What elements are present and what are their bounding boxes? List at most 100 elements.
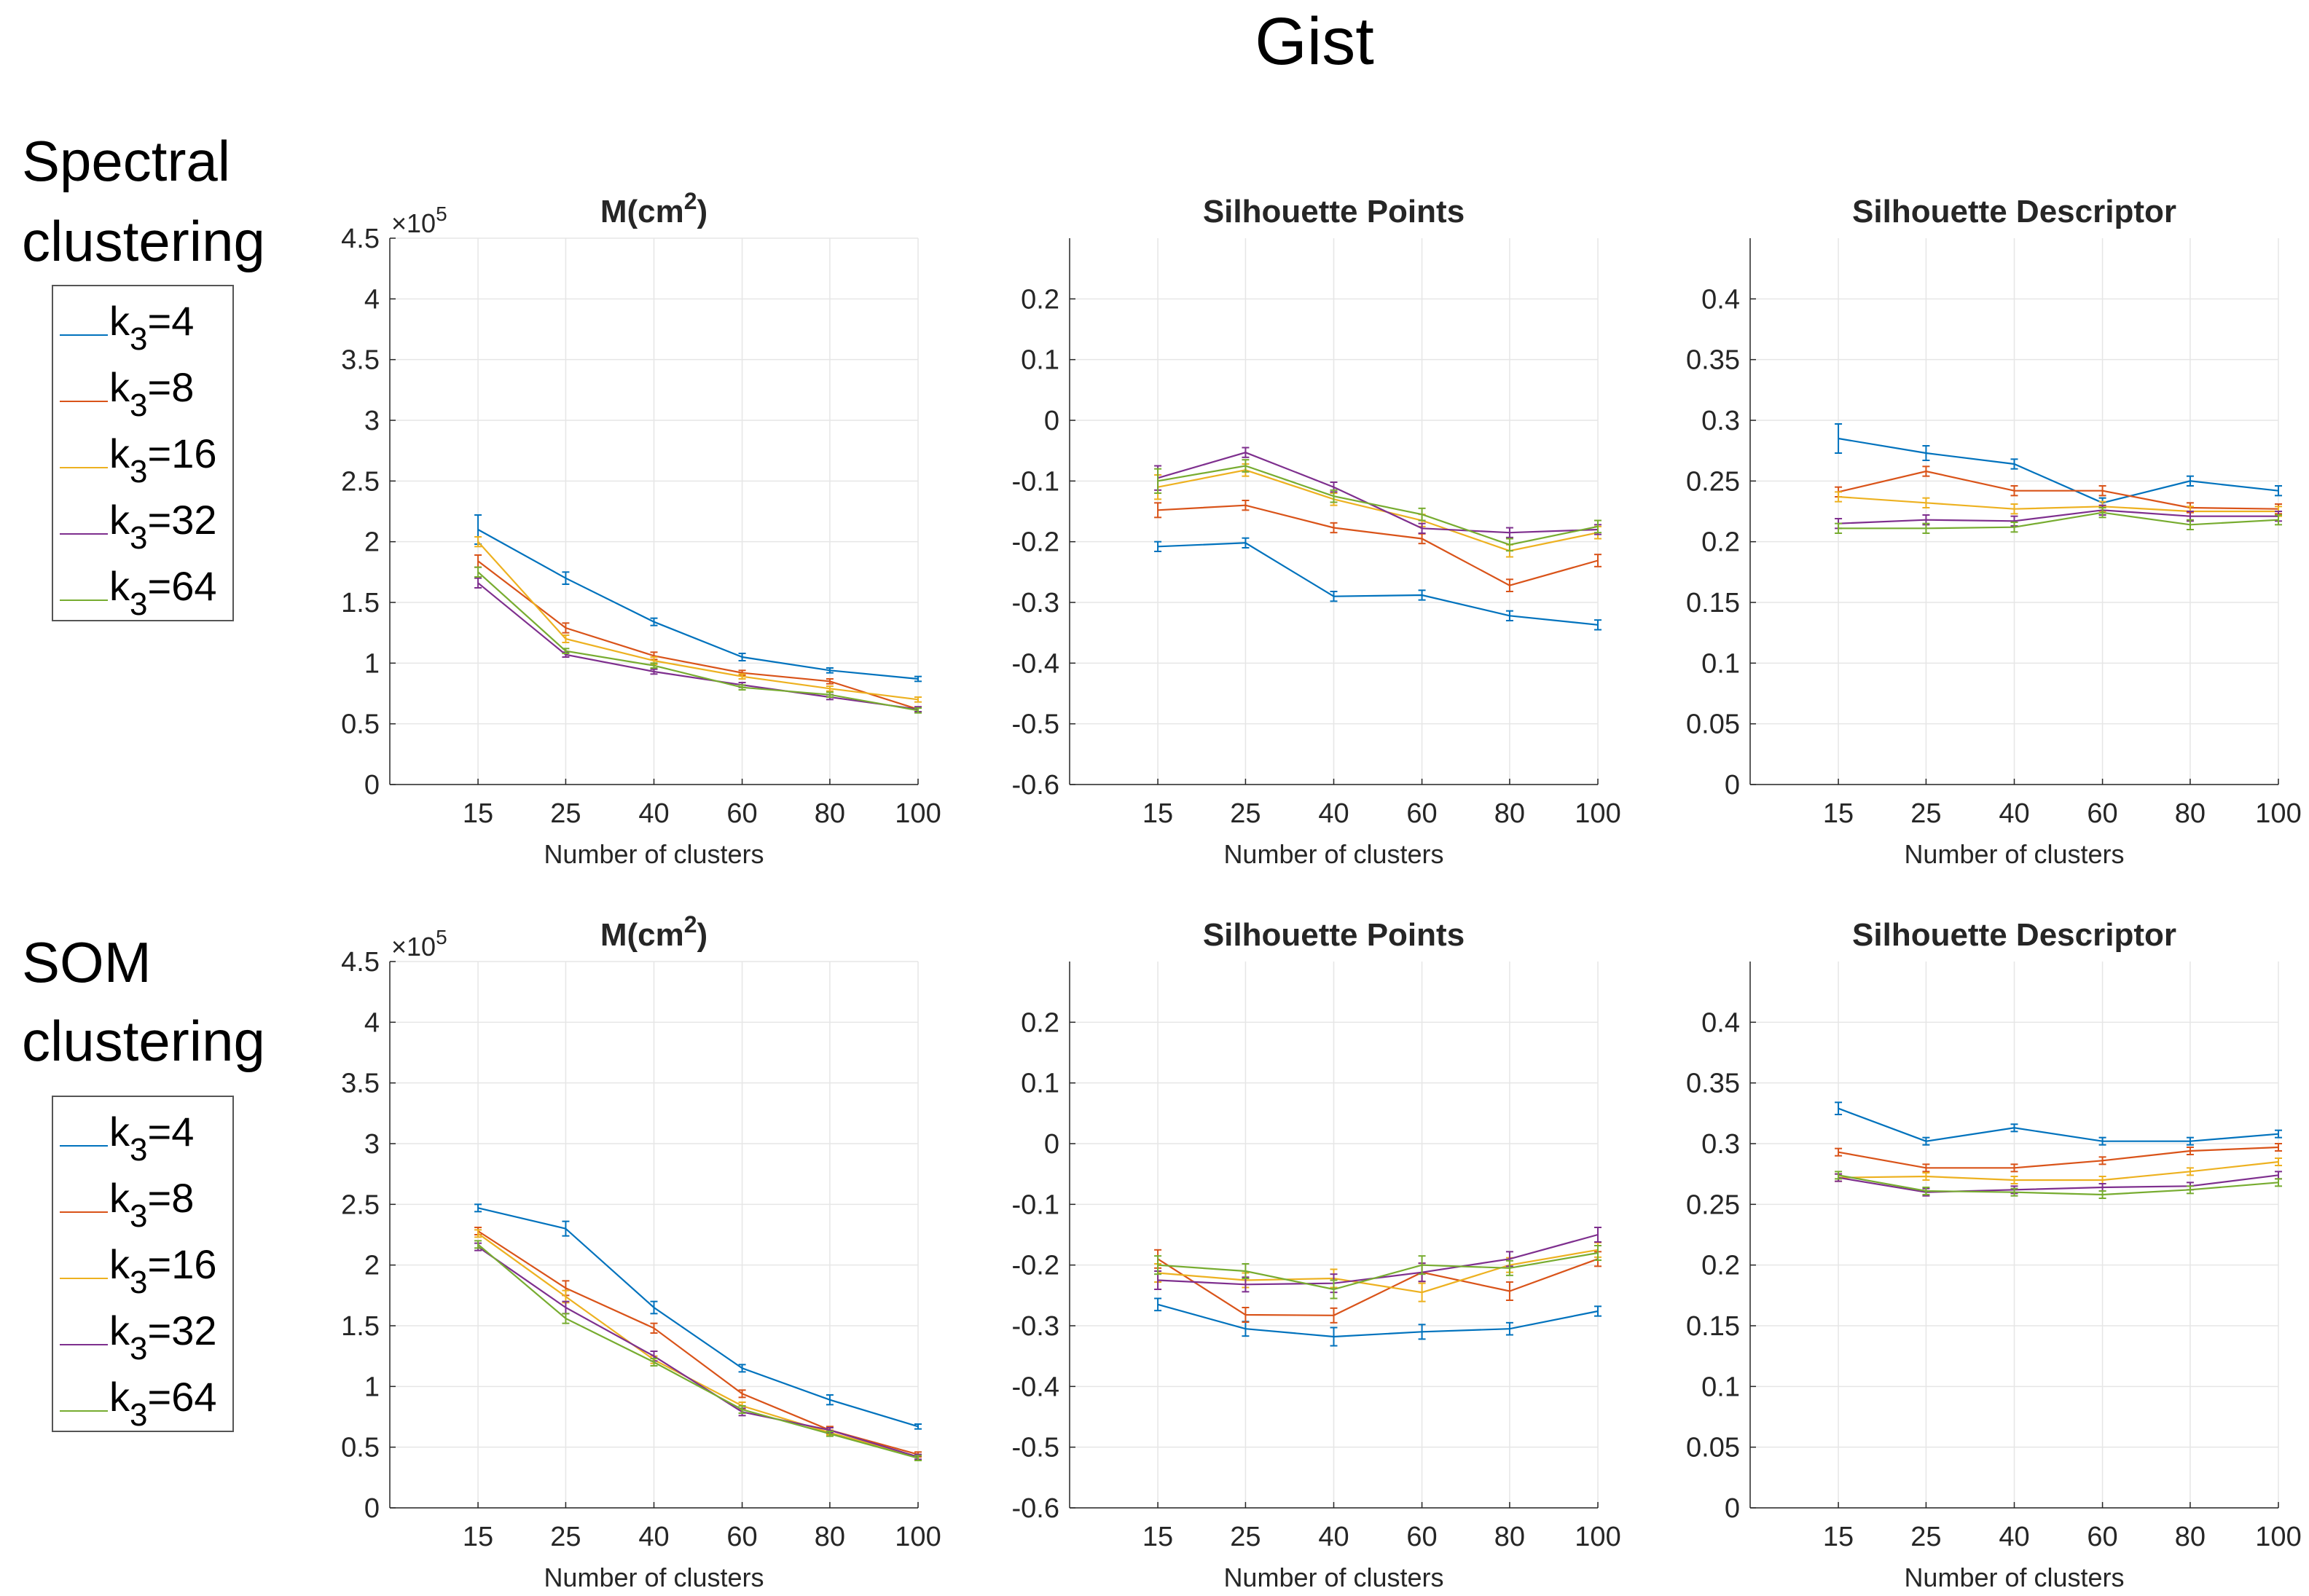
y-tick-label: 0.05 (1686, 709, 1740, 740)
y-tick-label: 0.05 (1686, 1433, 1740, 1463)
series-line (1158, 1249, 1599, 1294)
series-line (1158, 542, 1599, 626)
error-bar (1594, 1227, 1602, 1243)
series-line (1838, 1174, 2279, 1193)
series-line (477, 1207, 919, 1428)
error-bar (474, 536, 482, 548)
x-tick-label: 25 (1230, 1522, 1261, 1552)
error-bar (2186, 1147, 2194, 1155)
error-bar (1154, 1255, 1162, 1275)
error-bar (562, 1313, 570, 1324)
error-bar (2098, 507, 2106, 519)
legend-label: k3=4 (109, 298, 194, 357)
error-bar (826, 691, 834, 698)
error-bar (738, 684, 746, 691)
chart: 0 0.05 0.1 0.15 0.2 0.25 0.3 0.35 0.4 15 25 40 60 80 1… (1686, 917, 2302, 1592)
x-tick-label: 25 (1910, 1522, 1941, 1552)
error-bar (2186, 1185, 2194, 1195)
x-tick-label: 80 (1494, 1522, 1525, 1552)
chart: -0.6 -0.5 -0.4 -0.3 -0.2 -0.1 0 0.1 0.2 15 25 40 60 8… (1012, 917, 1621, 1592)
y-tick-label: 3.5 (341, 345, 380, 376)
error-bar (2098, 485, 2106, 497)
legend-label: k3=16 (109, 1241, 216, 1300)
error-bar (914, 707, 922, 714)
y-tick-label: 4 (364, 284, 380, 315)
row-label-line2: clustering (22, 209, 265, 273)
error-bar (738, 1364, 746, 1373)
error-bar (826, 1431, 834, 1437)
error-bar (2275, 1157, 2282, 1166)
y-tick-label: 2.5 (341, 1190, 380, 1220)
error-bar (914, 675, 922, 683)
error-bar (1242, 500, 1250, 511)
error-bar (1330, 591, 1338, 602)
series-k4 (1835, 1101, 2282, 1146)
series-k64 (1154, 1245, 1602, 1300)
error-bar (738, 1389, 746, 1399)
legend-label: k3=16 (109, 431, 216, 490)
x-tick-label: 80 (815, 1522, 845, 1552)
chart-title: Silhouette Descriptor (1852, 194, 2176, 229)
error-bar (1922, 1187, 1930, 1195)
series-k4 (474, 1203, 922, 1430)
y-tick-label: 4.5 (341, 947, 380, 978)
series-line (1838, 1146, 2279, 1169)
y-tick-label: 0.5 (341, 709, 380, 740)
error-bar (2186, 475, 2194, 487)
series-line (1838, 437, 2279, 504)
y-tick-label: -0.5 (1012, 709, 1059, 740)
y-tick-label: 0 (1725, 770, 1740, 801)
error-bar (650, 662, 658, 669)
series-line (1157, 1258, 1599, 1316)
x-axis-label: Number of clusters (1904, 839, 2124, 869)
error-bar (2275, 1129, 2282, 1139)
x-tick-label: 15 (1823, 1522, 1854, 1552)
series-line (1157, 469, 1599, 552)
x-tick-label: 15 (1142, 798, 1173, 829)
series-line (477, 571, 919, 712)
error-bar (1505, 1321, 1513, 1336)
error-bar (562, 1220, 570, 1237)
error-bar (2010, 1123, 2018, 1133)
error-bar (1242, 537, 1250, 549)
error-bar (2186, 1136, 2194, 1146)
error-bar (1922, 497, 1930, 508)
chart-title: M(cm2) (600, 911, 707, 953)
y-tick-label: 0.25 (1686, 466, 1740, 497)
series-line (1838, 1107, 2279, 1142)
series-line (477, 560, 919, 710)
x-tick-label: 100 (895, 798, 941, 829)
legend-som: k3=4 k3=8 k3=16 k3=32 k3=64 (52, 1096, 234, 1433)
error-bar (2010, 503, 2018, 515)
series-line (1158, 1251, 1599, 1291)
y-tick-label: 0.3 (1701, 406, 1740, 436)
y-tick-label: 0.15 (1686, 588, 1740, 618)
x-tick-label: 40 (638, 798, 669, 829)
x-tick-label: 80 (1494, 798, 1525, 829)
error-bar (1835, 1101, 1843, 1115)
y-tick-label: 0 (1044, 406, 1059, 436)
legend-label: k3=32 (109, 497, 216, 556)
x-tick-label: 100 (895, 1522, 941, 1552)
series-line (477, 1233, 919, 1458)
y-tick-label: -0.6 (1012, 1493, 1059, 1524)
error-bar (1330, 489, 1338, 503)
series-k64 (1835, 507, 2282, 534)
error-bar (738, 673, 746, 680)
y-tick-label: 2.5 (341, 466, 380, 497)
error-bar (650, 1300, 658, 1315)
x-tick-label: 60 (726, 798, 757, 829)
error-bar (2275, 514, 2282, 526)
error-bar (2275, 485, 2282, 497)
y-tick-label: 3.5 (341, 1069, 380, 1099)
y-tick-label: 0.4 (1701, 1007, 1740, 1038)
error-bar (1330, 1307, 1338, 1324)
series-line (1838, 1160, 2279, 1182)
x-tick-label: 25 (550, 798, 581, 829)
x-tick-label: 100 (1575, 1522, 1620, 1552)
y-tick-label: 0.2 (1701, 1251, 1740, 1281)
y-tick-label: 0.1 (1021, 1069, 1059, 1099)
error-bar (1835, 1171, 1843, 1180)
error-bar (1154, 502, 1162, 519)
y-tick-label: 2 (364, 1251, 380, 1281)
